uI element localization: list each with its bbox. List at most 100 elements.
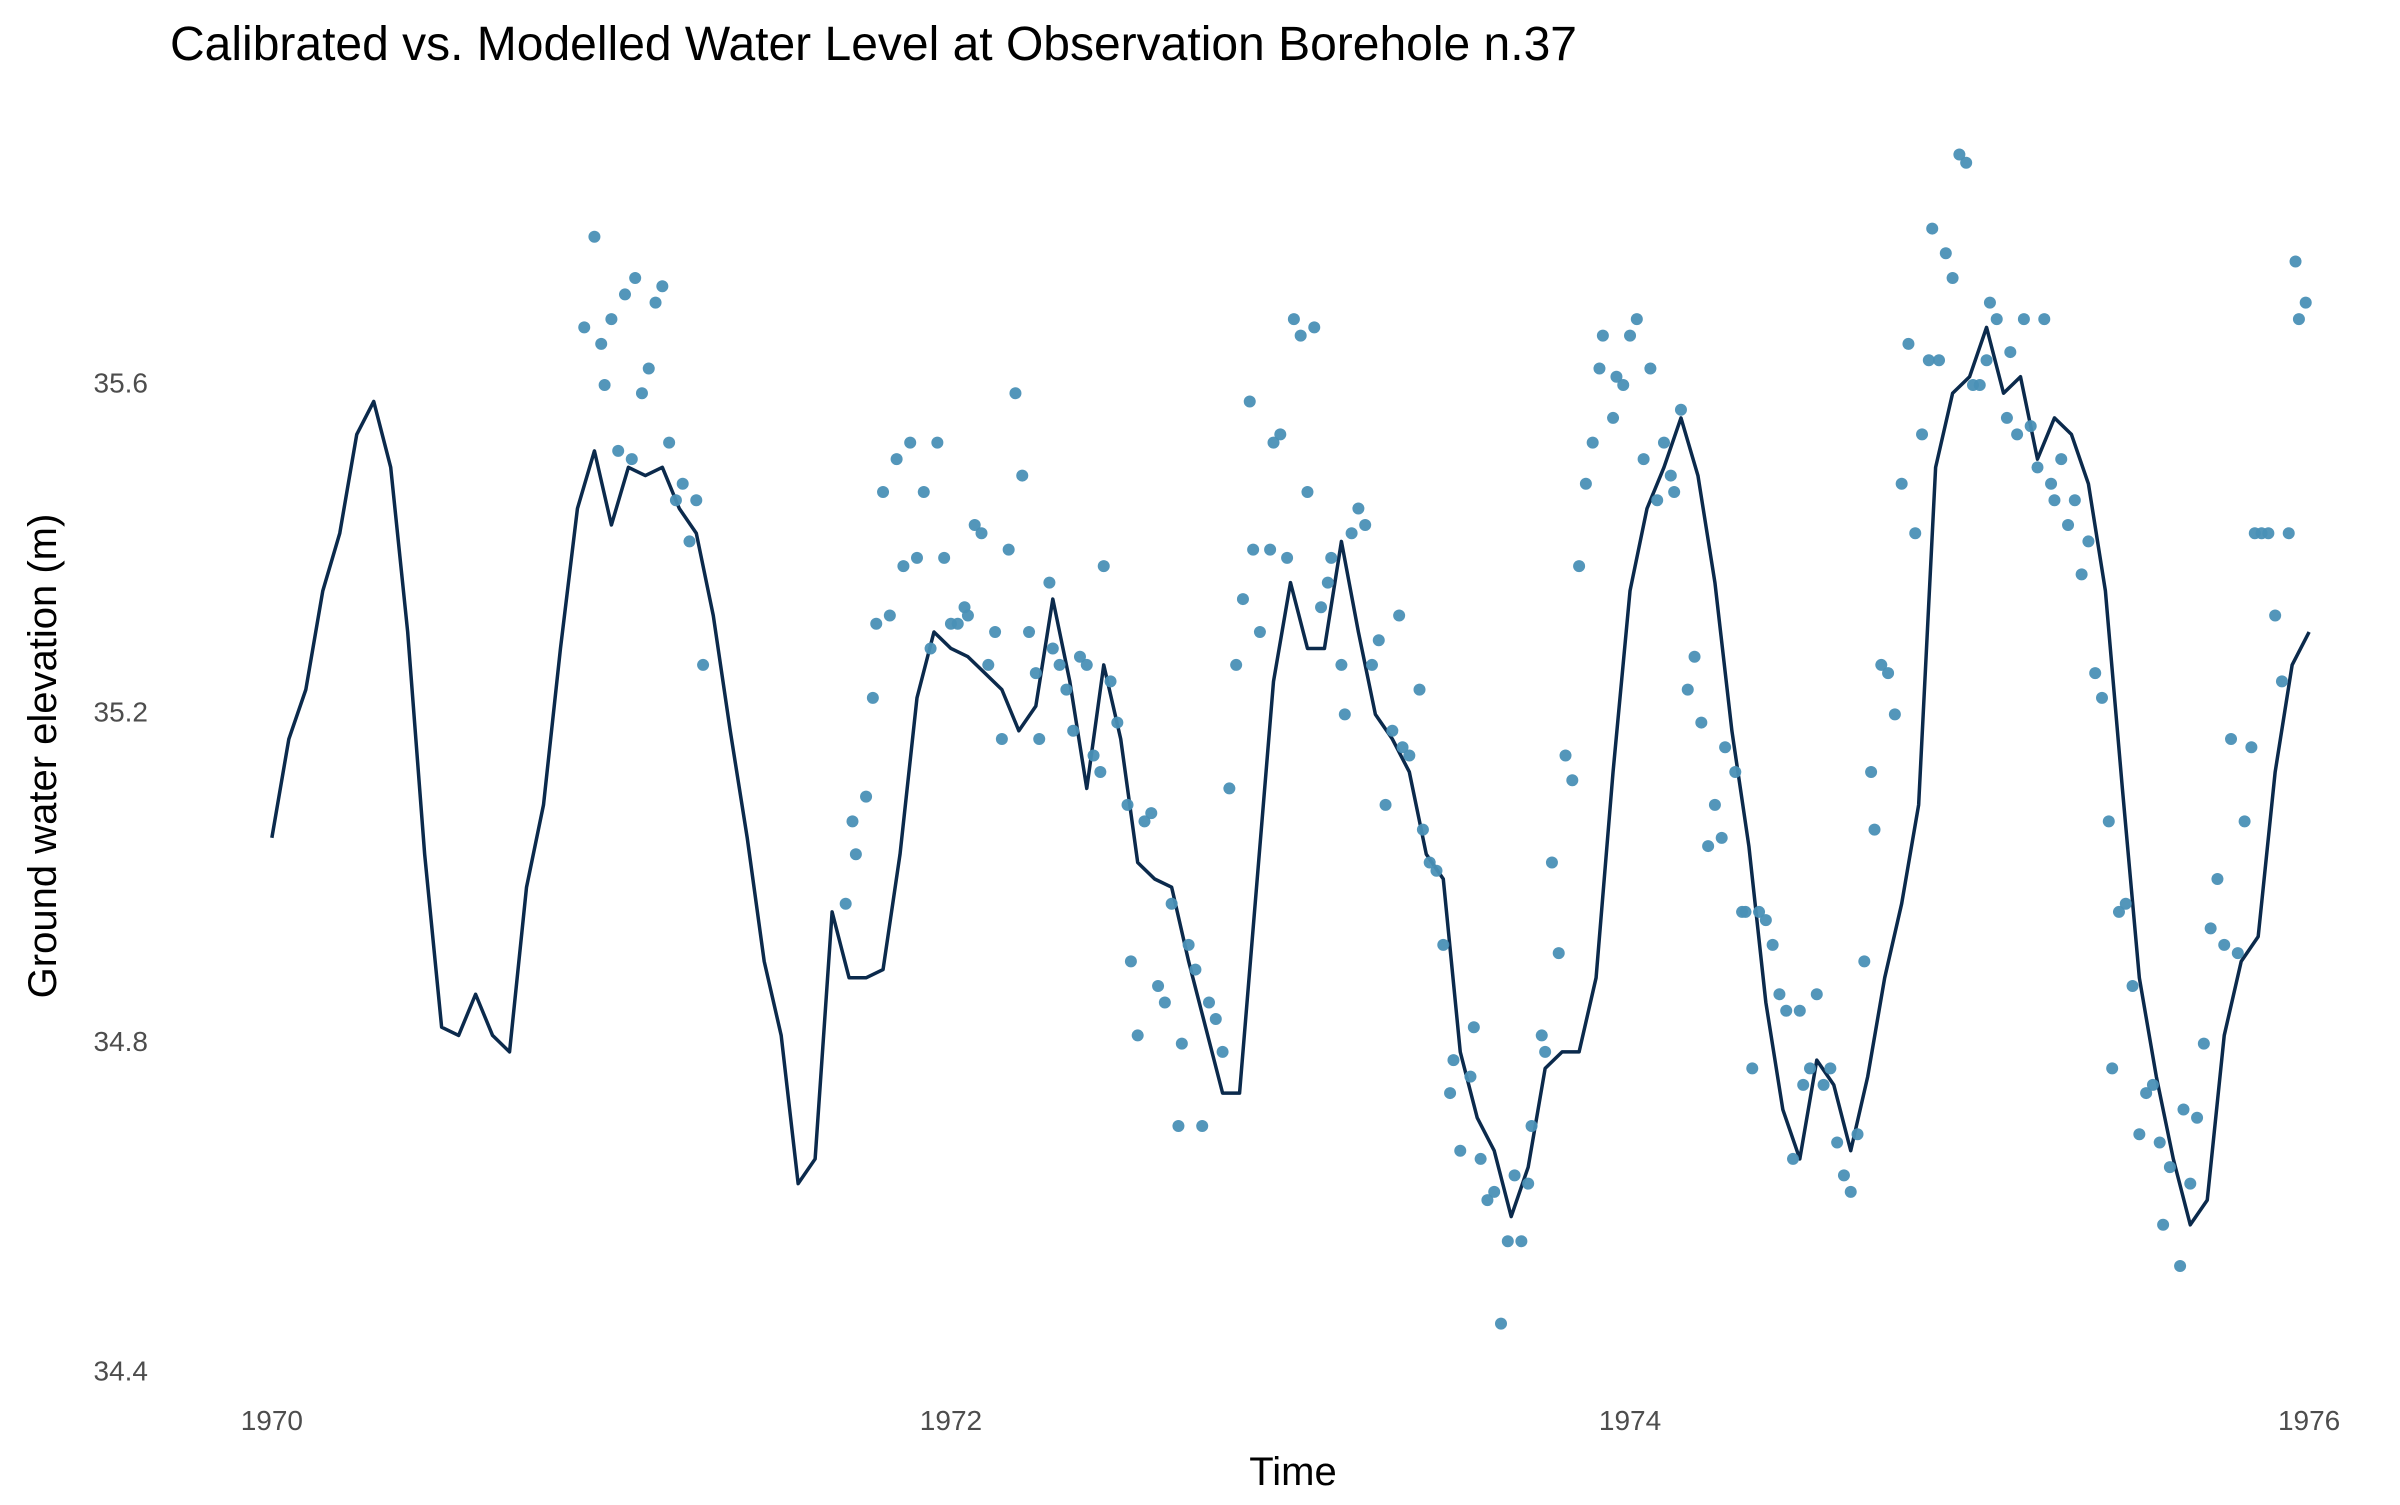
observation-point bbox=[2225, 733, 2238, 746]
observation-point bbox=[1046, 642, 1059, 655]
y-tick-label: 35.2 bbox=[94, 697, 149, 728]
observation-point bbox=[1579, 477, 1592, 490]
observation-point bbox=[1960, 156, 1973, 169]
observation-point bbox=[1267, 436, 1280, 449]
observation-point bbox=[2231, 947, 2244, 960]
observation-point bbox=[2038, 313, 2051, 326]
observation-point bbox=[1474, 1152, 1487, 1165]
observation-point bbox=[1875, 658, 1888, 671]
observation-point bbox=[1596, 329, 1609, 342]
observation-point bbox=[1868, 823, 1881, 836]
observation-point bbox=[1467, 1021, 1480, 1034]
observation-point bbox=[2068, 494, 2081, 507]
x-tick-label: 1972 bbox=[920, 1405, 982, 1436]
observation-point bbox=[1430, 864, 1443, 877]
observation-point bbox=[1803, 1062, 1816, 1075]
observation-point bbox=[849, 848, 862, 861]
observation-point bbox=[1053, 658, 1066, 671]
observation-point bbox=[1990, 313, 2003, 326]
observation-point bbox=[1464, 1070, 1477, 1083]
observation-point bbox=[1111, 716, 1124, 729]
observation-point bbox=[1552, 947, 1565, 960]
observation-point bbox=[1423, 856, 1436, 869]
observation-point bbox=[2000, 411, 2013, 424]
observation-point bbox=[1946, 271, 1959, 284]
observation-point bbox=[938, 551, 951, 564]
observation-point bbox=[1824, 1062, 1837, 1075]
observation-point bbox=[1454, 1144, 1467, 1157]
observation-point bbox=[2024, 420, 2037, 433]
observation-point bbox=[1624, 329, 1637, 342]
observation-point bbox=[1793, 1004, 1806, 1017]
observation-point bbox=[1145, 807, 1158, 820]
y-axis-title: Ground water elevation (m) bbox=[21, 514, 65, 999]
observation-point bbox=[1104, 675, 1117, 688]
observation-point bbox=[1016, 469, 1029, 482]
observation-point bbox=[642, 362, 655, 375]
observation-point bbox=[1481, 1194, 1494, 1207]
observation-point bbox=[656, 280, 669, 293]
observation-point bbox=[1138, 815, 1151, 828]
observation-point bbox=[1695, 716, 1708, 729]
observation-point bbox=[1844, 1185, 1857, 1198]
observation-point bbox=[2245, 741, 2258, 754]
observation-point bbox=[1352, 502, 1365, 515]
observation-point bbox=[877, 486, 890, 499]
observation-point bbox=[1766, 938, 1779, 951]
observation-point bbox=[975, 527, 988, 540]
observation-point bbox=[1681, 683, 1694, 696]
observation-point bbox=[1817, 1078, 1830, 1091]
observation-point bbox=[1651, 494, 1664, 507]
observation-point bbox=[2204, 922, 2217, 935]
observation-point bbox=[2292, 313, 2305, 326]
observation-point bbox=[982, 658, 995, 671]
observation-point bbox=[1274, 428, 1287, 441]
observation-point bbox=[1535, 1029, 1548, 1042]
observation-point bbox=[1508, 1169, 1521, 1182]
observation-point bbox=[612, 444, 625, 457]
observation-point bbox=[1559, 749, 1572, 762]
observation-point bbox=[1121, 798, 1134, 811]
observation-point bbox=[1708, 798, 1721, 811]
observation-point bbox=[1953, 148, 1966, 161]
observation-point bbox=[2133, 1128, 2146, 1141]
observation-point bbox=[1315, 601, 1328, 614]
observation-point bbox=[1607, 411, 1620, 424]
observation-point bbox=[1501, 1235, 1514, 1248]
observation-point bbox=[1739, 905, 1752, 918]
observation-point bbox=[1831, 1136, 1844, 1149]
observation-point bbox=[951, 617, 964, 630]
observation-point bbox=[1539, 1045, 1552, 1058]
observation-point bbox=[931, 436, 944, 449]
observation-point bbox=[1396, 741, 1409, 754]
observation-point bbox=[676, 477, 689, 490]
y-tick-label: 34.8 bbox=[94, 1026, 149, 1057]
observation-point bbox=[2004, 346, 2017, 359]
observation-point bbox=[1365, 658, 1378, 671]
modelled-line bbox=[270, 325, 2311, 1227]
observation-point bbox=[625, 453, 638, 466]
observation-point bbox=[1359, 518, 1372, 531]
observation-point bbox=[1787, 1152, 1800, 1165]
observation-point bbox=[1566, 774, 1579, 787]
observation-point bbox=[1586, 436, 1599, 449]
observation-point bbox=[890, 453, 903, 466]
observation-point bbox=[1189, 963, 1202, 976]
observation-point bbox=[1372, 634, 1385, 647]
observation-point bbox=[2095, 691, 2108, 704]
observation-point bbox=[2269, 609, 2282, 622]
observation-point bbox=[1939, 247, 1952, 260]
observation-point bbox=[2048, 494, 2061, 507]
observation-point bbox=[1308, 321, 1321, 334]
observation-point bbox=[2140, 1087, 2153, 1100]
observation-point bbox=[618, 288, 631, 301]
observation-point bbox=[598, 379, 611, 391]
observation-point bbox=[1515, 1235, 1528, 1248]
observation-point bbox=[1797, 1078, 1810, 1091]
observation-point bbox=[1674, 403, 1687, 416]
x-tick-label: 1970 bbox=[241, 1405, 303, 1436]
observation-point bbox=[1158, 996, 1171, 1009]
observation-point bbox=[1413, 683, 1426, 696]
observation-point bbox=[1073, 650, 1086, 663]
observation-point bbox=[1495, 1317, 1508, 1330]
